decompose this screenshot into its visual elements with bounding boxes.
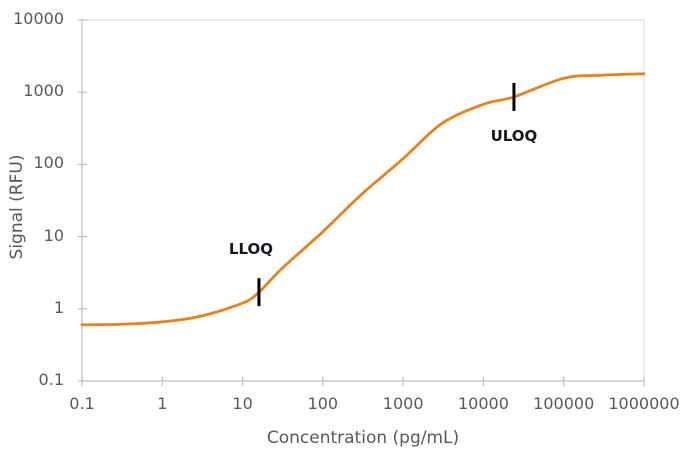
- x-tick-label: 10000: [457, 394, 509, 413]
- x-tick-label: 1: [157, 394, 168, 413]
- y-tick-label: 10: [43, 225, 64, 245]
- x-tick-label: 0.1: [69, 394, 95, 413]
- y-tick-label: 100: [33, 153, 64, 173]
- y-tick-label: 0.1: [38, 370, 64, 389]
- annotation-label-lloq: LLOQ: [228, 240, 273, 259]
- x-tick-label: 1000: [382, 394, 424, 413]
- x-axis-title: Concentration (pg/mL): [266, 428, 460, 448]
- y-tick-label: 1: [53, 297, 64, 317]
- x-tick-label: 10: [232, 394, 253, 413]
- y-tick-label: 10000: [13, 9, 64, 28]
- x-tick-label: 1000000: [608, 394, 680, 413]
- x-tick-label: 100000: [533, 394, 595, 413]
- annotation-label-uloq: ULOQ: [490, 126, 538, 145]
- y-tick-label: 1000: [23, 81, 64, 101]
- calibration-curve: [80, 72, 646, 327]
- x-tick-label: 100: [307, 394, 339, 413]
